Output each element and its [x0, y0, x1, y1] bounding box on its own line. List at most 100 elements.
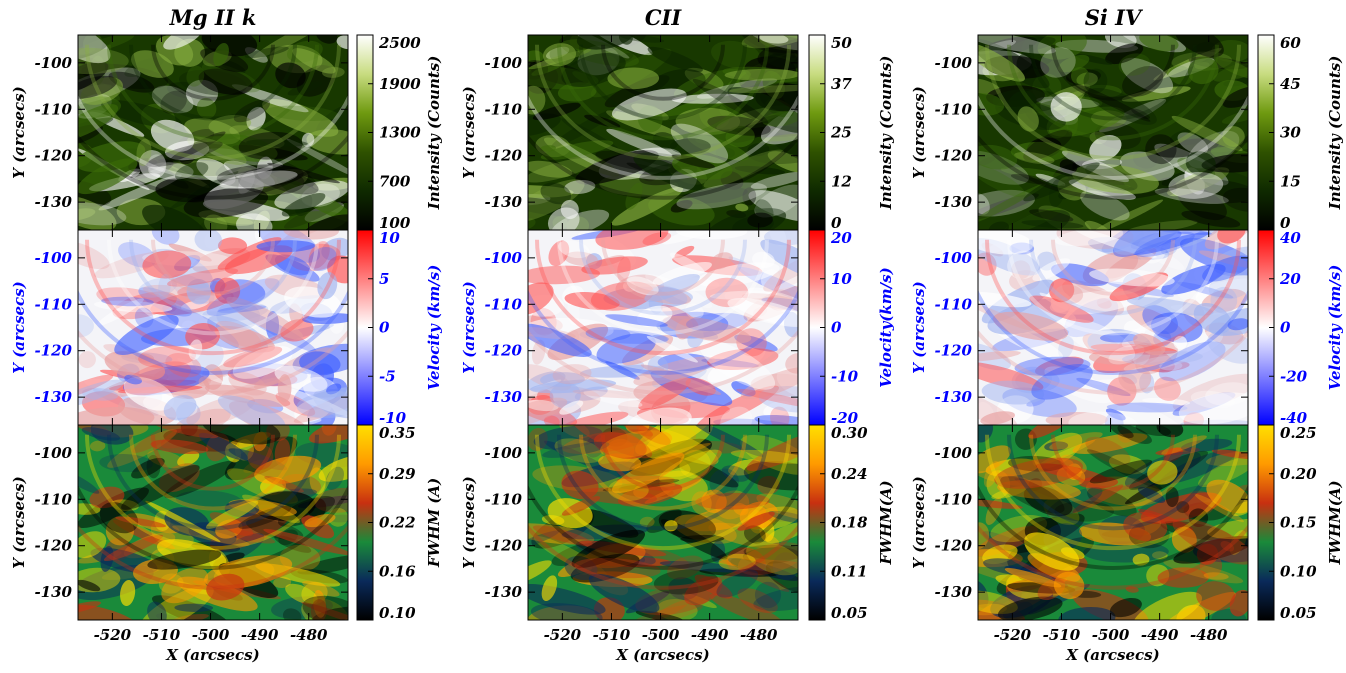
- xtick-label: -510: [1043, 626, 1081, 644]
- colorbar-tick-label: 1900: [379, 75, 421, 93]
- xtick-label: -520: [544, 626, 582, 644]
- colorbar-tick-label: 0.29: [379, 465, 416, 483]
- colorbar-tick-label: 0.15: [1280, 514, 1317, 532]
- ytick-label: -100: [34, 54, 72, 72]
- y-axis-label: Y (arcsecs): [910, 281, 928, 373]
- colorbar-tick-label: -5: [379, 367, 396, 385]
- xtick-label: -480: [740, 626, 778, 644]
- xtick-label: -500: [1092, 626, 1130, 644]
- colorbar-tick-label: 0.11: [831, 562, 868, 580]
- xtick-label: -500: [642, 626, 680, 644]
- y-axis-label: Y (arcsecs): [10, 476, 28, 568]
- panel-fwhm: -100-110-120-130Y (arcsecs)-520 -510 -500-…: [910, 407, 1344, 664]
- ytick-label: -130: [934, 388, 972, 406]
- ytick-label: -130: [34, 388, 72, 406]
- colorbar-tick-label: 0.24: [831, 465, 868, 483]
- ytick-label: -110: [934, 100, 972, 118]
- xtick-label: -480: [290, 626, 328, 644]
- ytick-label: -130: [484, 388, 522, 406]
- y-axis-label: Y (arcsecs): [10, 86, 28, 178]
- colorbar-tick-label: 50: [831, 34, 852, 52]
- y-axis-label: Y (arcsecs): [460, 476, 478, 568]
- ytick-label: -110: [484, 100, 522, 118]
- ytick-label: -110: [34, 490, 72, 508]
- colorbar-label: Intensity (Counts): [1326, 56, 1344, 211]
- colorbar-tick-label: 20: [1279, 270, 1301, 288]
- colorbar-tick-label: 10: [831, 270, 852, 288]
- xtick-label: -510: [143, 626, 181, 644]
- xtick-label: -490: [1141, 626, 1179, 644]
- ytick-label: -100: [934, 54, 972, 72]
- ytick-label: -100: [484, 249, 522, 267]
- ytick-label: -120: [484, 342, 522, 360]
- ytick-label: -120: [484, 537, 522, 555]
- panel-fwhm: -100-110-120-130Y (arcsecs)-520 -510 -500-…: [10, 404, 443, 664]
- colorbar-tick-label: -10: [831, 367, 859, 385]
- panel-velocity: -100-110-120-130Y (arcsecs)-10-50510Velo…: [10, 212, 443, 450]
- panel-velocity: -100-110-120-130Y (arcsecs)-20-1001020Ve…: [460, 215, 895, 441]
- colorbar-tick-label: 30: [1280, 124, 1301, 142]
- colorbar-tick-label: 0: [1280, 319, 1291, 337]
- ytick-label: -110: [484, 295, 522, 313]
- colorbar-label: Velocity(km/s): [877, 267, 895, 387]
- x-axis-label: X (arcsecs): [165, 646, 259, 664]
- y-axis-label: Y (arcsecs): [460, 281, 478, 373]
- colorbar-tick-label: 0.20: [1280, 465, 1317, 483]
- colorbar-tick-label: 1300: [379, 124, 421, 142]
- colorbar-label: Velocity (km/s): [425, 265, 443, 391]
- ytick-label: -110: [484, 490, 522, 508]
- panel-intensity: -100 -110 -120 -130 Y (arcsecs) 0 12 25 37 50 Inte…: [460, 15, 895, 250]
- panel-velocity: -100-110-120-130Y (arcsecs)-40-2002040Ve…: [910, 198, 1344, 453]
- colorbar-tick-label: 15: [1280, 172, 1301, 190]
- colorbar-tick-label: 2500: [378, 34, 421, 52]
- xtick-label: -480: [1190, 626, 1228, 644]
- panel-title: Mg II k: [169, 5, 257, 30]
- colorbar-tick-label: 60: [1280, 34, 1301, 52]
- colorbar-label: FWHM(A): [1326, 480, 1344, 565]
- colorbar-tick-label: 5: [379, 270, 389, 288]
- ytick-label: -120: [484, 147, 522, 165]
- heatmap-image: [490, 15, 833, 250]
- colorbar-tick-label: 0.35: [379, 424, 416, 442]
- colorbar-label: Velocity (km/s): [1326, 265, 1344, 391]
- colorbar-tick-label: 0: [379, 319, 390, 337]
- heatmap-image: [493, 397, 835, 635]
- panel-title: CII: [645, 5, 683, 30]
- colorbar-tick-label: 0.10: [379, 604, 416, 622]
- colorbar-tick-label: 0.30: [831, 424, 868, 442]
- xtick-label: -490: [691, 626, 729, 644]
- panel-intensity: -100-110-120-130Y (arcsecs)1007001300190…: [10, 11, 443, 253]
- colorbar-tick-label: 10: [379, 229, 400, 247]
- ytick-label: -120: [934, 537, 972, 555]
- colorbar-tick-label: 0.05: [831, 604, 868, 622]
- ytick-label: -110: [34, 295, 72, 313]
- heatmap-image: [43, 404, 385, 640]
- ytick-label: -130: [484, 193, 522, 211]
- ytick-label: -100: [34, 249, 72, 267]
- colorbar-label: FWHM (A): [425, 478, 443, 568]
- ytick-label: -100: [934, 249, 972, 267]
- colorbar-tick-label: 0.10: [1280, 562, 1317, 580]
- panels-root: Mg II k-100-110-120-130Y (arcsecs)100700…: [10, 5, 1344, 664]
- heatmap-image: [941, 407, 1284, 639]
- ytick-label: -130: [484, 583, 522, 601]
- x-axis-label: X (arcsecs): [1065, 646, 1159, 664]
- heatmap-image: [493, 215, 834, 441]
- y-axis-label: Y (arcsecs): [460, 86, 478, 178]
- panel-fwhm: -100-110-120-130Y (arcsecs)-520 -510 -500-…: [460, 397, 895, 664]
- ytick-label: -120: [34, 537, 72, 555]
- panel-intensity: -100-110-120-130Y (arcsecs)015304560Inte…: [910, 18, 1344, 252]
- heatmap-image: [943, 18, 1283, 252]
- colorbar-tick-label: 0.05: [1280, 604, 1317, 622]
- colorbar-tick-label: 25: [830, 124, 852, 142]
- colorbar-tick-label: 37: [831, 75, 852, 93]
- colorbar-tick-label: 0.18: [831, 514, 868, 532]
- colorbar-tick-label: 0: [831, 319, 842, 337]
- ytick-label: -100: [934, 444, 972, 462]
- xtick-label: -520: [994, 626, 1032, 644]
- colorbar-tick-label: 0.22: [379, 514, 416, 532]
- ytick-label: -130: [34, 193, 72, 211]
- colorbar-tick-label: 0.25: [1280, 424, 1317, 442]
- colorbar-label: Intensity (Counts): [425, 56, 443, 211]
